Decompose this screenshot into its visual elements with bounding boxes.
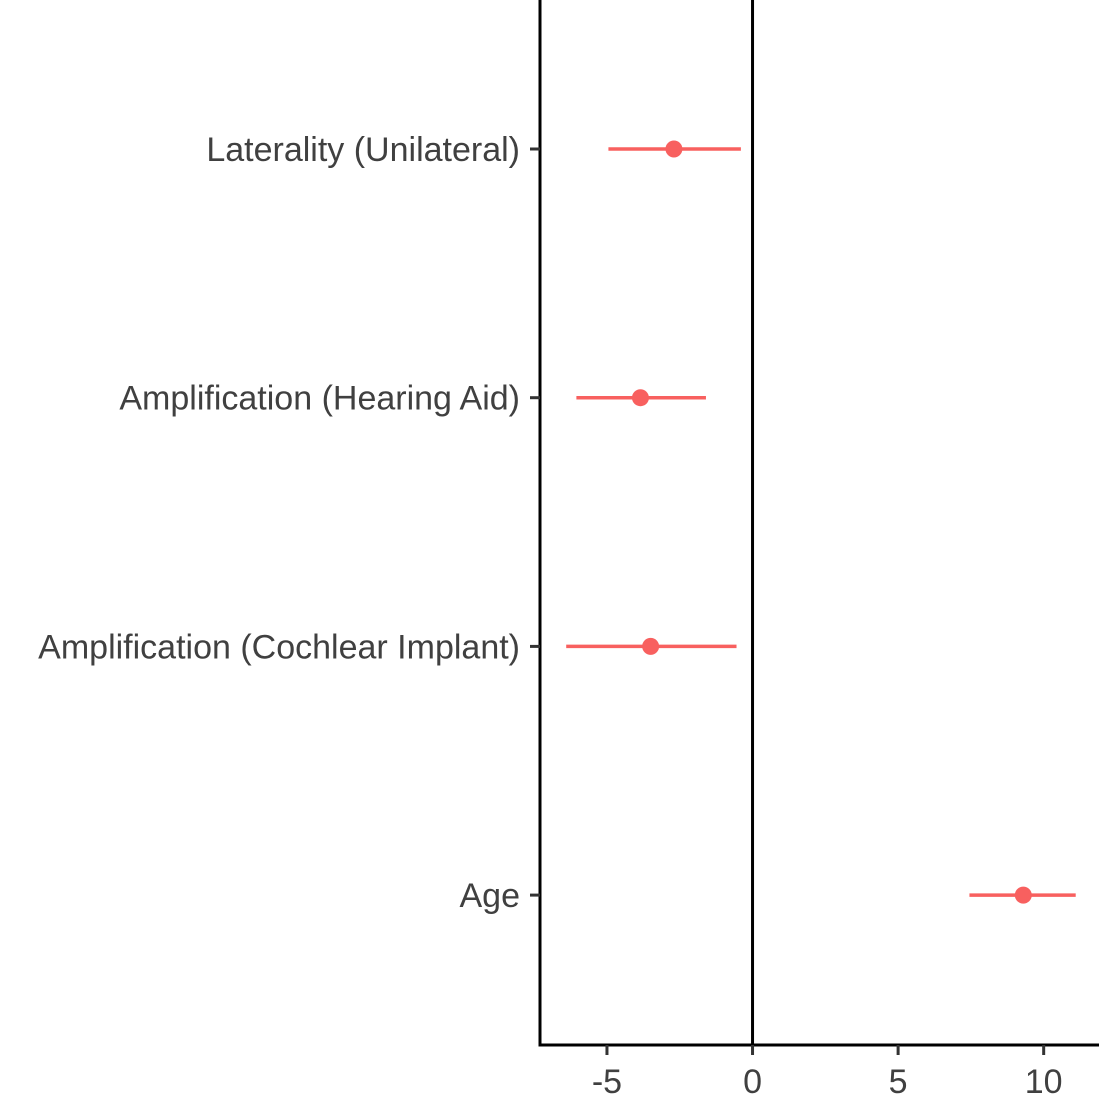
estimate-point bbox=[665, 140, 683, 158]
y-tick-label: Age bbox=[460, 877, 521, 915]
estimate-point bbox=[631, 389, 649, 407]
estimate-point bbox=[1014, 886, 1032, 904]
y-tick-label: Amplification (Cochlear Implant) bbox=[38, 628, 520, 666]
x-tick-label: -5 bbox=[592, 1063, 622, 1094]
estimate-point bbox=[642, 637, 660, 655]
marks-layer bbox=[566, 140, 1076, 904]
y-tick-label: Laterality (Unilateral) bbox=[206, 131, 520, 169]
y-tick-label: Amplification (Hearing Aid) bbox=[119, 380, 520, 418]
x-tick-label: 0 bbox=[743, 1063, 762, 1094]
x-tick-label: 5 bbox=[889, 1063, 908, 1094]
x-tick-label: 10 bbox=[1025, 1063, 1063, 1094]
ticks-layer: Laterality (Unilateral) Amplification (He… bbox=[38, 131, 1063, 1099]
axes-layer bbox=[538, 0, 1099, 1047]
